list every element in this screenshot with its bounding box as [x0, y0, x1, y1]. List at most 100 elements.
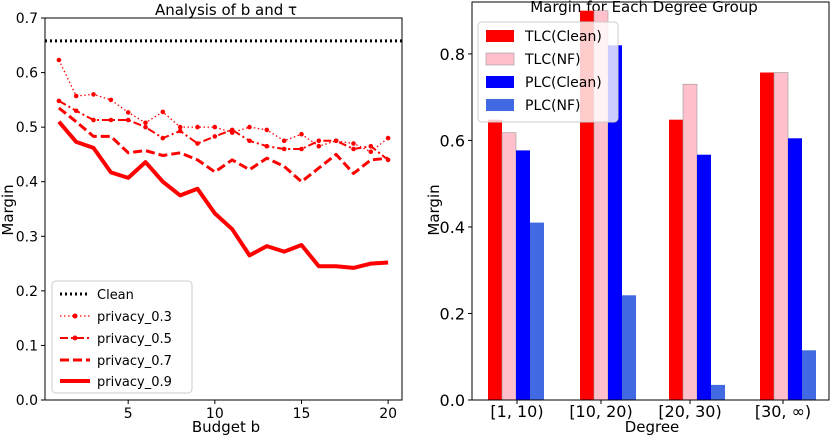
series-point-privacy-0-5-6 [143, 124, 148, 130]
legend-marker-privacy-0-5 [72, 335, 78, 341]
y-tick-label: 0.6 [16, 66, 38, 82]
y-tick-label: 0.3 [16, 229, 38, 245]
bar-chart-panel: Margin for Each Degree Group 0.00.20.40.… [425, 0, 830, 435]
y-tick-label: 0.2 [440, 304, 465, 323]
line-chart-frame [44, 17, 403, 401]
bar-chart-legend: TLC(Clean) TLC(NF) PLC(Clean) PLC(NF) [477, 21, 619, 123]
bar-plc-clean--2 [697, 154, 711, 400]
series-point-privacy-0-5-1 [56, 98, 62, 104]
legend-label-tlc-clean: TLC(Clean) [524, 29, 602, 45]
category-tick-label: [30, ∞) [755, 402, 811, 421]
series-point-privacy-0-5-8 [177, 128, 183, 134]
legend-swatch-plc-clean [486, 76, 514, 88]
legend-label-privacy-0-9: privacy_0.9 [97, 375, 172, 390]
bar-chart-axes: 0.0 0.2 0.4 0.6 0.8 [1, 10) [10, 20) [20, 30) [3… [440, 1, 830, 421]
y-tick-label: 0.7 [16, 11, 38, 27]
x-tick-label: 5 [124, 406, 133, 422]
legend-swatch-plc-nf [486, 99, 514, 111]
series-point-privacy-0-5-12 [247, 138, 252, 144]
bar-tlc-nf--3 [773, 72, 789, 401]
series-point-privacy-0-5-16 [316, 138, 322, 144]
legend-swatch-tlc-nf [485, 52, 515, 66]
line-chart-y-label: Margin [0, 184, 17, 235]
series-point-privacy-0-3-6 [143, 120, 148, 126]
series-line-privacy-0-9 [57, 120, 389, 270]
series-point-privacy-0-5-4 [108, 117, 114, 123]
category-tick-label: [20, 30) [658, 402, 721, 421]
series-point-privacy-0-3-14 [281, 138, 287, 144]
bar-plc-nf--0 [530, 222, 544, 400]
line-chart-axes: 0.0 0.1 0.2 0.3 0.4 0.5 0.6 0.7 5 10 15 20 [16, 11, 403, 422]
series-point-privacy-0-3-4 [108, 97, 114, 103]
series-point-privacy-0-5-17 [333, 138, 339, 144]
bar-tlc-clean--2 [669, 119, 683, 400]
series-point-privacy-0-3-3 [91, 92, 96, 97]
line-legend-frame [51, 280, 193, 394]
bar-tlc-nf--0 [501, 132, 517, 401]
category-tick-label: [10, 20) [569, 402, 632, 421]
series-line-privacy-0-3 [58, 59, 389, 153]
series-point-privacy-0-5-15 [299, 146, 304, 152]
x-tick-label: 15 [293, 406, 311, 422]
y-tick-label: 0.1 [16, 338, 38, 354]
bar-plc-nf--3 [802, 350, 816, 401]
series-point-privacy-0-5-19 [368, 143, 374, 149]
series-point-privacy-0-3-13 [264, 127, 270, 133]
series-point-privacy-0-3-20 [385, 135, 391, 141]
series-point-privacy-0-5-3 [91, 117, 96, 123]
line-chart-marks [45, 39, 402, 270]
bar-legend-frame [477, 21, 619, 123]
legend-label-tlc-nf: TLC(NF) [524, 52, 581, 68]
series-point-privacy-0-5-13 [264, 143, 270, 149]
y-tick-label: 0.0 [440, 391, 465, 410]
series-point-privacy-0-5-2 [73, 108, 79, 114]
legend-label-privacy-0-5: privacy_0.5 [97, 332, 172, 347]
series-point-privacy-0-3-19 [368, 149, 374, 154]
line-chart-x-label: Budget b [192, 418, 260, 435]
series-point-privacy-0-3-16 [316, 143, 322, 149]
bar-plc-nf--2 [711, 384, 725, 400]
bar-chart-x-label: Degree [625, 418, 680, 435]
y-tick-label: 0.5 [16, 120, 38, 136]
bar-chart-marks [488, 10, 816, 401]
bar-plc-clean--0 [516, 150, 530, 400]
legend-label-privacy-0-7: privacy_0.7 [97, 354, 172, 369]
series-point-privacy-0-5-9 [195, 141, 200, 146]
series-point-privacy-0-3-15 [299, 131, 304, 137]
series-line-privacy-0-5 [58, 100, 389, 161]
line-chart-title: Analysis of b and τ [155, 1, 297, 19]
x-tick-label: 20 [379, 406, 397, 422]
y-tick-label: 0.0 [16, 393, 38, 409]
series-point-privacy-0-3-2 [73, 93, 79, 99]
y-tick-label: 0.4 [16, 175, 38, 191]
series-point-privacy-0-3-9 [195, 124, 200, 130]
series-line-privacy-0-7 [57, 106, 389, 184]
series-point-privacy-0-3-1 [56, 57, 62, 63]
legend-label-plc-clean: PLC(Clean) [525, 75, 602, 91]
series-point-privacy-0-3-8 [177, 124, 183, 130]
y-tick-label: 0.4 [440, 218, 465, 237]
series-point-privacy-0-3-10 [212, 124, 218, 130]
y-tick-label: 0.6 [440, 131, 465, 150]
legend-swatch-tlc-clean [486, 30, 514, 42]
bar-chart-frame [471, 1, 830, 401]
legend-label-clean: Clean [97, 288, 134, 303]
series-point-privacy-0-3-18 [351, 141, 356, 146]
series-point-privacy-0-5-10 [212, 134, 218, 139]
series-point-privacy-0-5-7 [160, 135, 166, 141]
series-point-privacy-0-5-11 [229, 127, 235, 133]
bar-chart-y-label: Margin [425, 184, 443, 235]
category-tick-label: [1, 10) [490, 402, 543, 421]
bar-plc-clean--3 [788, 138, 802, 401]
series-point-privacy-0-3-5 [125, 110, 131, 115]
bar-tlc-nf--2 [682, 83, 698, 401]
series-point-privacy-0-3-7 [160, 109, 166, 115]
y-tick-label: 0.8 [440, 45, 465, 64]
bar-tlc-clean--3 [760, 72, 774, 400]
bar-tlc-clean--0 [488, 119, 502, 400]
series-point-privacy-0-3-12 [247, 124, 252, 130]
legend-marker-privacy-0-3 [72, 313, 78, 319]
legend-label-plc-nf: PLC(NF) [525, 98, 580, 114]
series-point-privacy-0-5-14 [281, 146, 287, 152]
